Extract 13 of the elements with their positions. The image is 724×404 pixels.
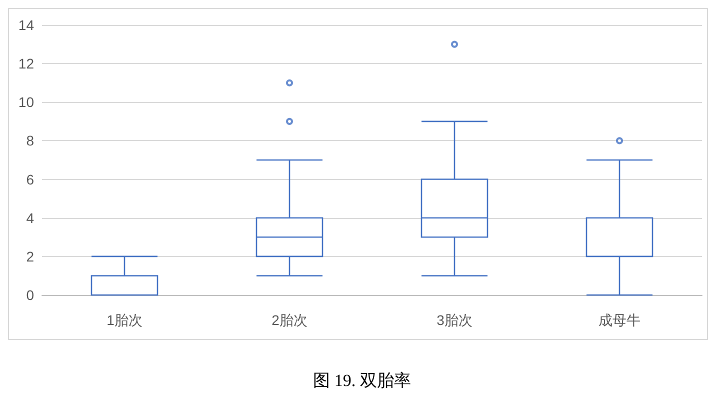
- y-tick-label: 6: [26, 171, 34, 188]
- x-tick-label: 1胎次: [106, 312, 142, 328]
- x-tick-label: 成母牛: [598, 312, 640, 328]
- y-tick-label: 2: [26, 248, 34, 264]
- x-tick-label: 2胎次: [272, 312, 308, 328]
- y-tick-label: 4: [26, 210, 34, 226]
- y-tick-label: 0: [26, 287, 34, 303]
- text: 图 19. 双胎率: [313, 371, 411, 390]
- y-tick-label: 14: [18, 17, 34, 33]
- y-tick-label: 10: [18, 94, 34, 110]
- x-tick-label: 3胎次: [436, 312, 472, 328]
- y-tick-label: 8: [26, 132, 34, 149]
- y-tick-label: 12: [18, 56, 34, 72]
